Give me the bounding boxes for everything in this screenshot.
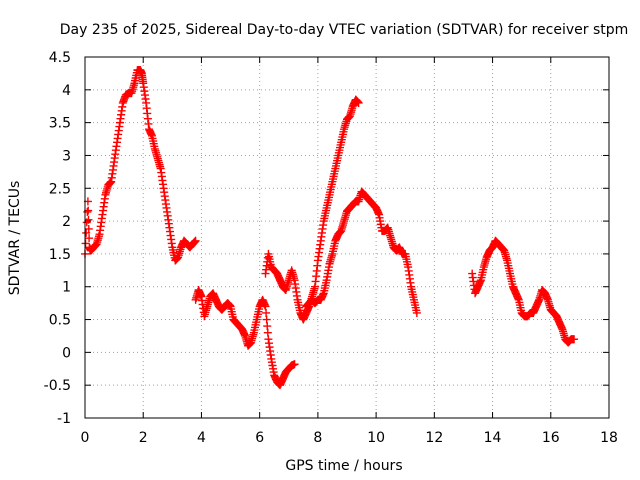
y-tick-label: 2.5 xyxy=(49,181,71,197)
series-segment-4 xyxy=(302,187,421,317)
y-tick-label: 4.5 xyxy=(49,50,71,66)
data-point xyxy=(84,215,93,224)
y-tick-label: -0.5 xyxy=(44,378,71,394)
x-tick-label: 6 xyxy=(255,430,264,446)
x-tick-label: 18 xyxy=(600,430,618,446)
data-point xyxy=(81,239,90,248)
data-point xyxy=(354,98,363,107)
y-tick-label: 0 xyxy=(62,345,71,361)
x-axis-label: GPS time / hours xyxy=(285,458,402,474)
x-tick-label: 16 xyxy=(542,430,560,446)
y-tick-label: 4 xyxy=(62,83,71,99)
series-segment-1 xyxy=(81,66,200,265)
y-tick-label: 1 xyxy=(62,280,71,296)
y-tick-label: 0.5 xyxy=(49,313,71,329)
data-point xyxy=(84,206,93,215)
x-tick-label: 14 xyxy=(484,430,502,446)
y-tick-label: 3 xyxy=(62,148,71,164)
data-point xyxy=(84,224,93,233)
y-tick-label: 2 xyxy=(62,214,71,230)
x-tick-label: 0 xyxy=(81,430,90,446)
y-tick-label: -1 xyxy=(57,411,71,427)
data-point xyxy=(191,236,200,245)
plot-frame xyxy=(84,56,610,419)
x-tick-label: 10 xyxy=(367,430,385,446)
series-segment-3 xyxy=(261,95,363,324)
data-point xyxy=(412,308,421,317)
y-axis-label: SDTVAR / TECUs xyxy=(7,181,23,296)
data-points xyxy=(81,66,579,390)
x-tick-label: 4 xyxy=(197,430,206,446)
x-tick-label: 8 xyxy=(313,430,322,446)
series-segment-5 xyxy=(468,236,579,347)
x-axis-tick-labels: 0 2 4 6 8 10 12 14 16 18 xyxy=(81,430,618,446)
grid-lines xyxy=(85,57,609,418)
x-tick-label: 2 xyxy=(139,430,148,446)
y-axis-tick-labels: -1 -0.5 0 0.5 1 1.5 2 2.5 3 3.5 4 4.5 xyxy=(44,50,71,427)
chart-title: Day 235 of 2025, Sidereal Day-to-day VTE… xyxy=(60,22,629,38)
y-tick-label: 1.5 xyxy=(49,247,71,263)
x-tick-label: 12 xyxy=(425,430,443,446)
data-point xyxy=(570,335,579,344)
data-point xyxy=(85,234,94,243)
data-point xyxy=(290,360,299,369)
series-segment-2 xyxy=(191,286,299,390)
y-tick-label: 3.5 xyxy=(49,116,71,132)
